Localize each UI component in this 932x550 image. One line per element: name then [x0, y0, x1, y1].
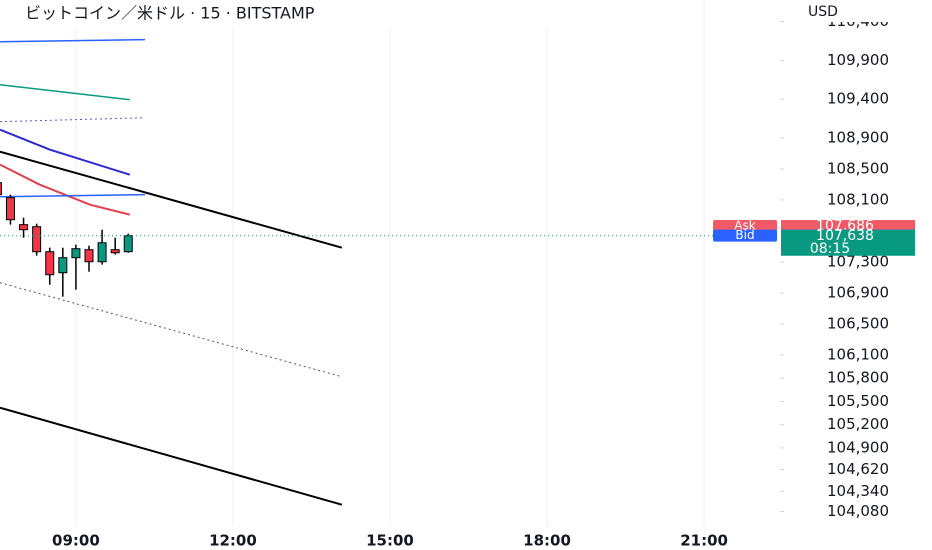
- candle-body: [58, 257, 68, 274]
- y-tick-label: 106,900: [827, 283, 889, 301]
- price-tag-name-box: [713, 220, 777, 233]
- y-tick-label: 108,900: [827, 128, 889, 146]
- title-backdrop: [0, 0, 680, 28]
- price-tag-name-box: [713, 229, 777, 242]
- candle-body: [5, 197, 15, 221]
- indicator-line: [0, 83, 130, 101]
- candle-body: [84, 249, 94, 263]
- indicator-line: [0, 38, 146, 43]
- grid: [75, 0, 705, 527]
- currency-label: USD: [808, 4, 838, 20]
- x-tick-label: 12:00: [209, 532, 257, 550]
- indicator-line: [0, 128, 131, 176]
- candle-body: [97, 242, 107, 263]
- y-tick-label: 104,340: [827, 482, 889, 500]
- y-tick-label: 109,900: [827, 51, 889, 69]
- indicator-line: [0, 193, 146, 198]
- countdown: 08:15: [810, 241, 850, 257]
- candle-body: [123, 235, 133, 253]
- candle-body: [32, 226, 42, 253]
- y-tick-label: 104,080: [827, 502, 889, 520]
- y-tick-label: 107,300: [827, 252, 889, 270]
- chart-title: ビットコイン／米ドル · 15 · BITSTAMP: [25, 4, 315, 23]
- y-tick-label: 108,100: [827, 190, 889, 208]
- x-tick-label: 09:00: [52, 532, 100, 550]
- y-tick-label: 105,800: [827, 369, 889, 387]
- y-tick-label: 105,500: [827, 392, 889, 410]
- y-tick-label: 104,900: [827, 438, 889, 456]
- candle-body: [19, 224, 29, 231]
- last-price-box: [781, 229, 915, 256]
- candle-body: [110, 249, 120, 254]
- indicator-line: [0, 406, 343, 506]
- x-tick-label: 15:00: [366, 532, 414, 550]
- price-tag-box: [781, 220, 915, 233]
- last-price-value: 107,638: [816, 228, 874, 244]
- indicator-line: [0, 282, 342, 378]
- y-tick-label: 109,400: [827, 90, 889, 108]
- candle-body: [71, 248, 81, 259]
- x-tick-label: 21:00: [680, 532, 728, 550]
- price-tag-name: Ask: [734, 219, 755, 233]
- candle-body: [0, 182, 2, 196]
- indicator-line: [0, 163, 131, 216]
- price-tag-name: Bid: [735, 228, 754, 242]
- plot-area: [0, 38, 780, 506]
- indicator-line: [0, 150, 343, 249]
- y-tick-label: 105,200: [827, 415, 889, 433]
- currency-backdrop: [790, 2, 928, 22]
- y-tick-label: 108,500: [827, 159, 889, 177]
- candle-body: [45, 251, 55, 276]
- indicator-line: [0, 117, 146, 123]
- y-tick-label: 106,100: [827, 345, 889, 363]
- x-tick-label: 18:00: [523, 532, 571, 550]
- y-tick-label: 104,620: [827, 460, 889, 478]
- y-tick-label: 106,500: [827, 314, 889, 332]
